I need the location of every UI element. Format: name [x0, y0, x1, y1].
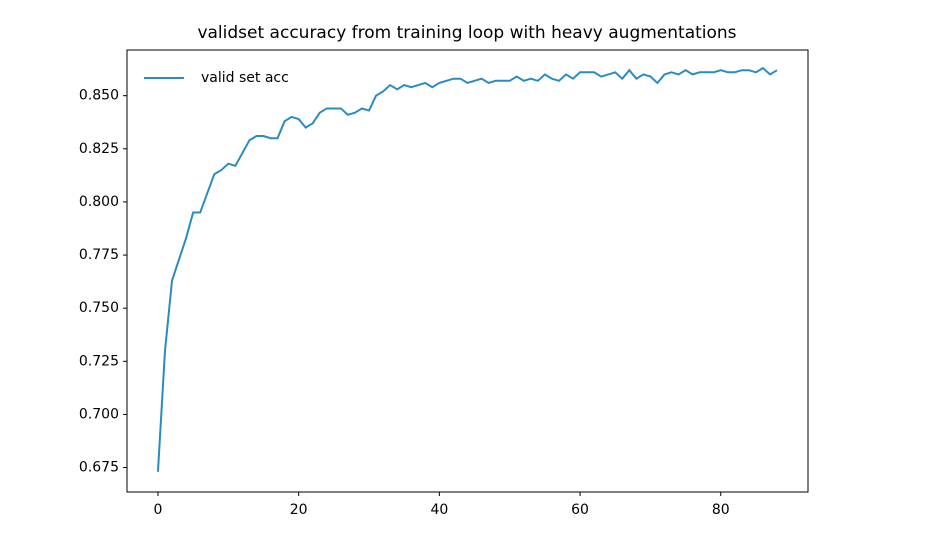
chart-title: validset accuracy from training loop wit…: [197, 23, 736, 43]
x-tick-label: 80: [712, 502, 730, 518]
y-tick-label: 0.675: [79, 460, 119, 476]
x-tick-label: 0: [153, 502, 162, 518]
y-tick-label: 0.750: [79, 300, 119, 316]
y-tick-label: 0.700: [79, 406, 119, 422]
y-tick-label: 0.775: [79, 247, 119, 263]
y-tick-label: 0.725: [79, 353, 119, 369]
legend-label: valid set acc: [201, 70, 289, 86]
y-tick-label: 0.825: [79, 141, 119, 157]
data-line: [156, 66, 778, 472]
plot-frame: [126, 49, 809, 493]
x-tick-label: 60: [571, 502, 589, 518]
y-tick-label: 0.850: [79, 88, 119, 104]
x-tick-label: 20: [290, 502, 308, 518]
x-tick-label: 40: [430, 502, 448, 518]
y-tick-label: 0.800: [79, 194, 119, 210]
